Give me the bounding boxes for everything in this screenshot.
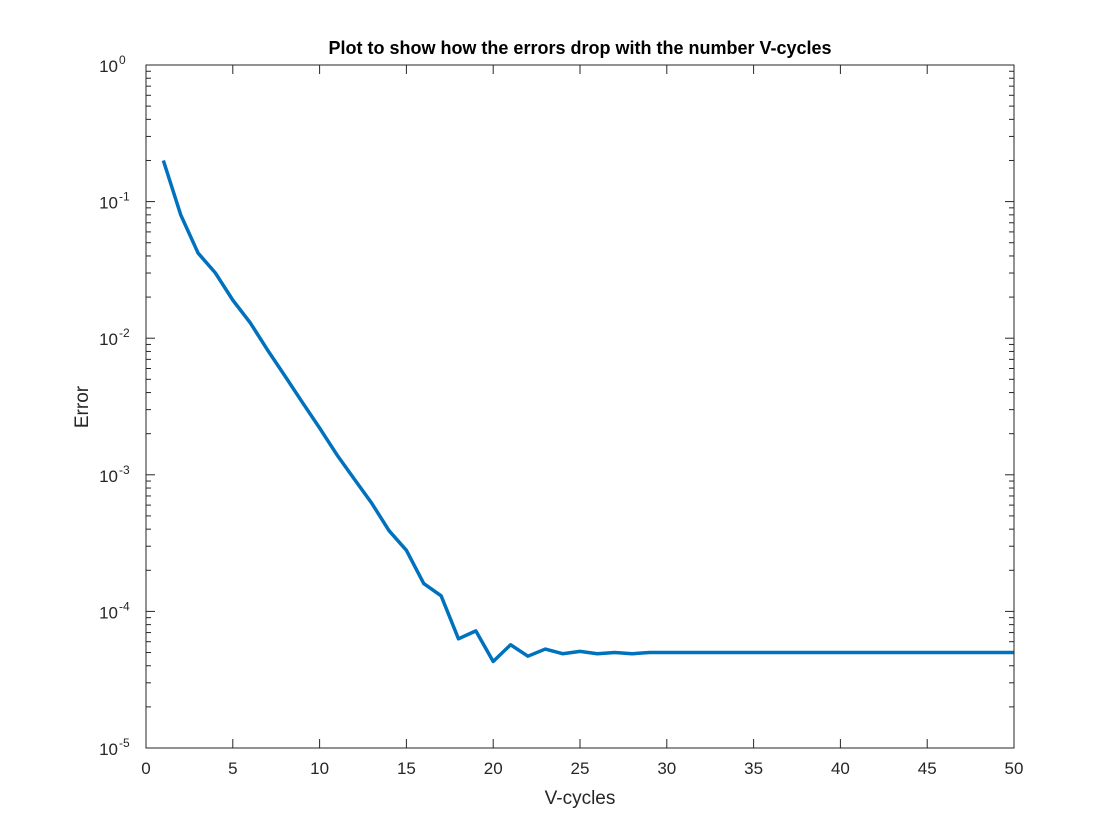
y-tick-exponent: -3	[119, 463, 130, 477]
x-tick-label: 25	[571, 759, 590, 778]
x-tick-label: 50	[1005, 759, 1024, 778]
y-tick-exponent: -4	[119, 599, 130, 613]
x-tick-label: 30	[657, 759, 676, 778]
plot-area-border	[145, 64, 1015, 749]
y-tick-exponent: -2	[119, 326, 130, 340]
x-tick-label: 10	[310, 759, 329, 778]
y-tick-label: 10	[99, 330, 118, 349]
x-tick-label: 40	[831, 759, 850, 778]
y-tick-exponent: -1	[119, 190, 130, 204]
y-tick-label: 10	[99, 467, 118, 486]
y-tick-exponent: 0	[119, 53, 126, 67]
x-tick-label: 45	[918, 759, 937, 778]
y-axis-label: Error	[72, 385, 93, 428]
ticks-layer	[145, 64, 1015, 749]
error-series-line	[161, 159, 1014, 664]
x-tick-label: 0	[141, 759, 150, 778]
y-tick-label: 10	[99, 194, 118, 213]
y-tick-label: 10	[99, 603, 118, 622]
y-tick-exponent: -5	[119, 736, 130, 750]
y-tick-label: 10	[99, 740, 118, 759]
x-tick-label: 15	[397, 759, 416, 778]
x-axis-label: V-cycles	[545, 788, 616, 809]
x-tick-label: 5	[228, 759, 237, 778]
y-tick-label: 10	[99, 57, 118, 76]
x-tick-label: 20	[484, 759, 503, 778]
chart-title: Plot to show how the errors drop with th…	[328, 38, 831, 58]
x-tick-label: 35	[744, 759, 763, 778]
